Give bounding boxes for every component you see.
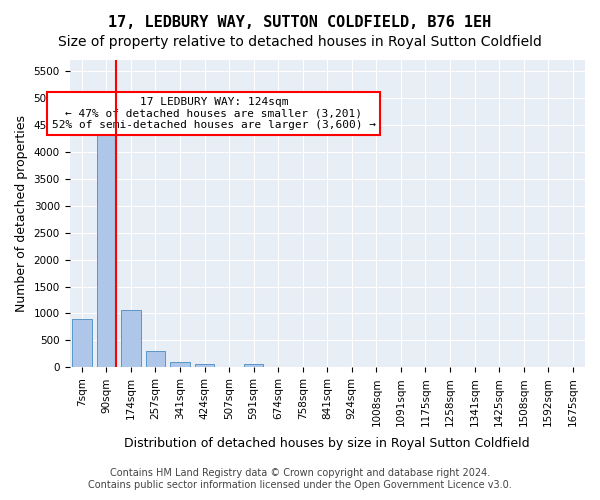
Bar xyxy=(121,310,141,368)
Y-axis label: Number of detached properties: Number of detached properties xyxy=(15,115,28,312)
Bar xyxy=(244,364,263,368)
Text: 17 LEDBURY WAY: 124sqm
← 47% of detached houses are smaller (3,201)
52% of semi-: 17 LEDBURY WAY: 124sqm ← 47% of detached… xyxy=(52,97,376,130)
Bar xyxy=(72,320,92,368)
Bar xyxy=(146,351,165,368)
Text: Size of property relative to detached houses in Royal Sutton Coldfield: Size of property relative to detached ho… xyxy=(58,35,542,49)
Text: Contains HM Land Registry data © Crown copyright and database right 2024.
Contai: Contains HM Land Registry data © Crown c… xyxy=(88,468,512,490)
X-axis label: Distribution of detached houses by size in Royal Sutton Coldfield: Distribution of detached houses by size … xyxy=(124,437,530,450)
Bar xyxy=(170,362,190,368)
Bar xyxy=(97,122,116,368)
Bar xyxy=(195,364,214,368)
Text: 17, LEDBURY WAY, SUTTON COLDFIELD, B76 1EH: 17, LEDBURY WAY, SUTTON COLDFIELD, B76 1… xyxy=(109,15,491,30)
